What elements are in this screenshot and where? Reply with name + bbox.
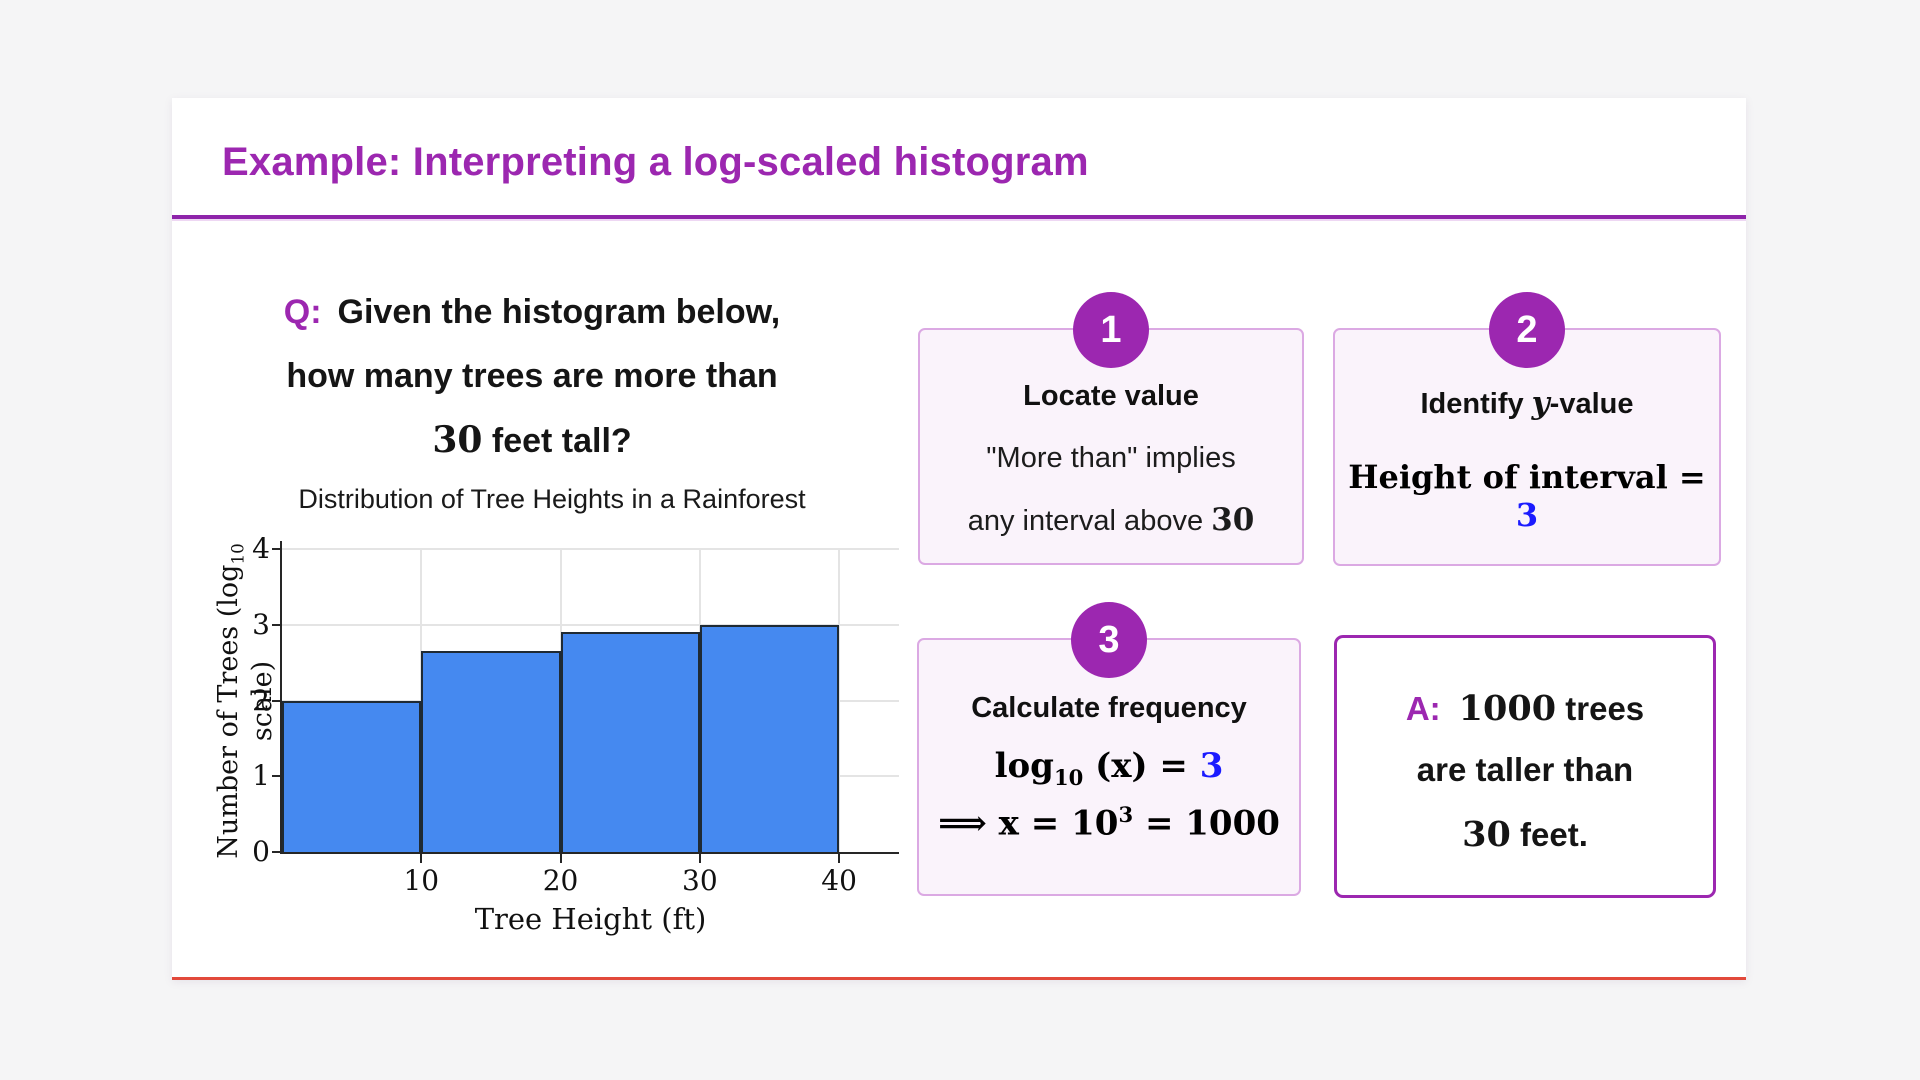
x-tick-mark	[698, 854, 701, 863]
x-gridline	[838, 549, 841, 852]
histogram-bar	[282, 700, 422, 852]
x-tick-mark	[420, 854, 423, 863]
step-3-title: Calculate frequency	[971, 692, 1247, 724]
x-tick-label: 20	[542, 864, 579, 897]
y-tick-label: 0	[252, 835, 270, 868]
plot-area	[272, 541, 899, 863]
y-tick-mark	[272, 699, 280, 702]
answer-line-2: are taller than	[1416, 751, 1634, 788]
y-tick-mark	[272, 775, 280, 778]
question-line-1: Q: Given the histogram below,	[283, 293, 781, 331]
y-axis-spine	[280, 541, 282, 852]
step-badge: 1	[1073, 292, 1149, 368]
step-1-title: Locate value	[1023, 380, 1199, 412]
x-tick-mark	[838, 854, 841, 863]
step-2-title: Identify y-value	[1420, 385, 1634, 421]
x-tick-label: 40	[821, 864, 857, 897]
histogram-bar	[699, 624, 840, 852]
y-tick-label: 2	[252, 683, 270, 717]
step-1-line-2: any interval above 30	[967, 502, 1255, 538]
histogram-bar	[560, 632, 700, 852]
x-axis-label: Tree Height (ft)	[474, 902, 707, 936]
histogram-bar	[421, 651, 561, 852]
step-badge: 3	[1071, 602, 1147, 678]
page-title: Example: Interpreting a log-scaled histo…	[222, 140, 1089, 184]
x-tick-label: 30	[682, 864, 718, 897]
answer-line-3: 30 feet.	[1462, 814, 1588, 855]
y-tick-mark	[272, 851, 280, 853]
x-tick-mark	[559, 854, 562, 863]
step-1-line-1: "More than" implies	[986, 442, 1236, 474]
y-tick-mark	[272, 548, 280, 550]
y-gridline	[282, 623, 899, 626]
title-divider	[172, 215, 1746, 221]
question-line-3: 30 feet tall?	[432, 419, 632, 461]
y-tick-label: 4	[252, 532, 270, 565]
y-tick-label: 3	[252, 607, 270, 641]
slide-card: Example: Interpreting a log-scaled histo…	[172, 98, 1746, 980]
implies-arrow-icon: ⟹	[938, 803, 987, 844]
step-badge: 2	[1489, 292, 1565, 368]
y-gridline	[282, 548, 899, 550]
step-3-equation-1: log10 (x) = 3	[994, 746, 1224, 790]
answer-line-1: A: 1000 trees	[1405, 688, 1645, 729]
question-label: Q:	[283, 293, 322, 331]
chart-title: Distribution of Tree Heights in a Rainfo…	[298, 484, 806, 514]
answer-label: A:	[1405, 690, 1441, 727]
question-line-2: how many trees are more than	[286, 357, 778, 395]
x-axis-spine	[280, 852, 899, 854]
y-tick-mark	[272, 623, 280, 626]
step-card-2: 2 Identify y-value Height of interval = …	[1333, 292, 1721, 566]
answer-card: A: 1000 trees are taller than 30 feet.	[1334, 635, 1716, 898]
question-block: Q: Given the histogram below, how many tr…	[212, 280, 852, 473]
histogram-chart: Distribution of Tree Heights in a Rainfo…	[172, 478, 962, 958]
step-3-equation-2: ⟹ x = 103 = 1000	[938, 802, 1280, 844]
step-card-1: 1 Locate value "More than" implies any i…	[918, 292, 1304, 565]
step-2-body: Height of interval = 3	[1348, 458, 1706, 534]
x-tick-label: 10	[403, 864, 440, 897]
y-tick-label: 1	[252, 759, 270, 793]
step-card-3: 3 Calculate frequency log10 (x) = 3 ⟹ x …	[917, 602, 1301, 896]
